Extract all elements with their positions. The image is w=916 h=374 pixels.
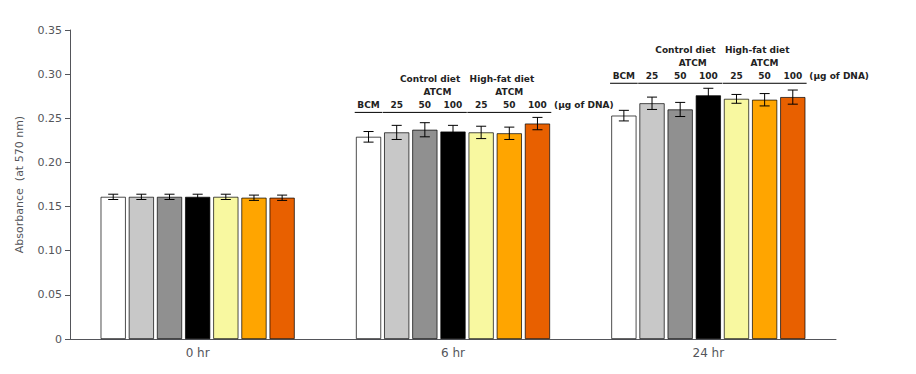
svg-text:0.35: 0.35 (38, 24, 63, 37)
svg-text:0.20: 0.20 (38, 156, 63, 169)
svg-text:50: 50 (758, 71, 771, 81)
svg-text:Control diet High-fat diet: Control diet High-fat diet (655, 45, 790, 55)
svg-text:ATCM ATCM: ATCM ATCM (666, 58, 778, 68)
svg-text:100: 100 (699, 71, 718, 81)
svg-text:0.05: 0.05 (38, 288, 63, 301)
svg-text:25: 25 (646, 71, 659, 81)
svg-text:100: 100 (444, 100, 463, 110)
svg-text:BCM: BCM (613, 71, 635, 81)
svg-text:0.10: 0.10 (38, 244, 63, 257)
svg-text:0.30: 0.30 (38, 68, 63, 81)
svg-text:0.15: 0.15 (38, 200, 63, 213)
svg-text:50: 50 (503, 100, 516, 110)
svg-text:25: 25 (475, 100, 488, 110)
svg-text:(μg of DNA): (μg of DNA) (554, 100, 614, 110)
svg-text:25: 25 (390, 100, 403, 110)
svg-text:24 hr: 24 hr (693, 346, 725, 360)
svg-text:25: 25 (730, 71, 743, 81)
svg-text:50: 50 (674, 71, 687, 81)
svg-text:ATCM ATCM: ATCM ATCM (411, 87, 523, 97)
svg-text:0 hr: 0 hr (186, 346, 210, 360)
svg-text:0: 0 (55, 333, 62, 346)
svg-text:100: 100 (528, 100, 547, 110)
svg-text:50: 50 (419, 100, 432, 110)
svg-text:100: 100 (783, 71, 802, 81)
svg-text:0.25: 0.25 (38, 112, 63, 125)
svg-text:(μg of DNA): (μg of DNA) (809, 71, 869, 81)
svg-text:6 hr: 6 hr (441, 346, 465, 360)
svg-text:Absorbance (at 570 nm): Absorbance (at 570 nm) (13, 116, 26, 253)
svg-text:Control diet High-fat diet: Control diet High-fat diet (400, 74, 535, 84)
svg-text:BCM: BCM (357, 100, 379, 110)
